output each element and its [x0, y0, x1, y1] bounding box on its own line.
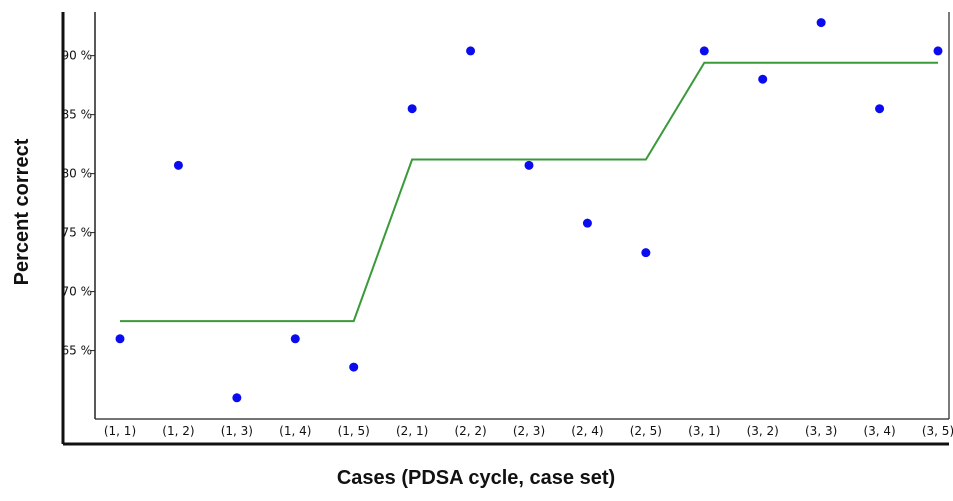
data-point [232, 393, 242, 403]
x-tick-label: (2, 1) [396, 424, 428, 438]
x-tick-label: (2, 3) [513, 424, 545, 438]
data-point [290, 334, 300, 344]
mean-line [120, 61, 938, 323]
x-tick-label: (3, 2) [747, 424, 779, 438]
x-tick-label: (1, 4) [279, 424, 311, 438]
axes [61, 12, 950, 446]
x-tick-label: (3, 4) [863, 424, 895, 438]
y-tick-label: 90 % [62, 49, 93, 63]
x-tick-label: (2, 5) [630, 424, 662, 438]
data-point [641, 248, 651, 258]
data-point [875, 104, 885, 114]
y-tick-label: 85 % [62, 108, 93, 122]
x-ticks: (1, 1) (1, 2) (1, 3) (1, 4) (1, 5) (2, 1) (2, … [104, 424, 953, 438]
data-point [582, 218, 592, 228]
data-point [466, 46, 476, 56]
y-tick-label: 80 % [62, 167, 93, 181]
x-tick-label: (3, 1) [688, 424, 720, 438]
x-tick-label: (3, 5) [922, 424, 953, 438]
y-tick-label: 75 % [62, 226, 93, 240]
x-tick-label: (1, 1) [104, 424, 136, 438]
x-tick-label: (3, 3) [805, 424, 837, 438]
data-point [933, 46, 943, 56]
data-point [524, 160, 534, 170]
y-tick-label: 70 % [62, 285, 93, 299]
series-line-group [120, 61, 938, 323]
data-point [115, 334, 125, 344]
data-point [349, 362, 359, 372]
series-points-group [115, 18, 943, 403]
data-point [173, 160, 183, 170]
x-axis-title: Cases (PDSA cycle, case set) [337, 467, 615, 489]
data-point [699, 46, 709, 56]
data-point [758, 74, 768, 84]
x-tick-label: (2, 2) [454, 424, 486, 438]
data-point [816, 18, 826, 28]
data-point [407, 104, 417, 114]
x-tick-label: (1, 2) [162, 424, 194, 438]
y-ticks: 65 % 70 % 75 % 80 % 85 % 90 % [62, 49, 95, 358]
y-axis-title: Percent correct [11, 138, 33, 285]
x-tick-label: (1, 5) [338, 424, 370, 438]
x-tick-label: (1, 3) [221, 424, 253, 438]
x-tick-label: (2, 4) [571, 424, 603, 438]
y-tick-label: 65 % [62, 344, 93, 358]
